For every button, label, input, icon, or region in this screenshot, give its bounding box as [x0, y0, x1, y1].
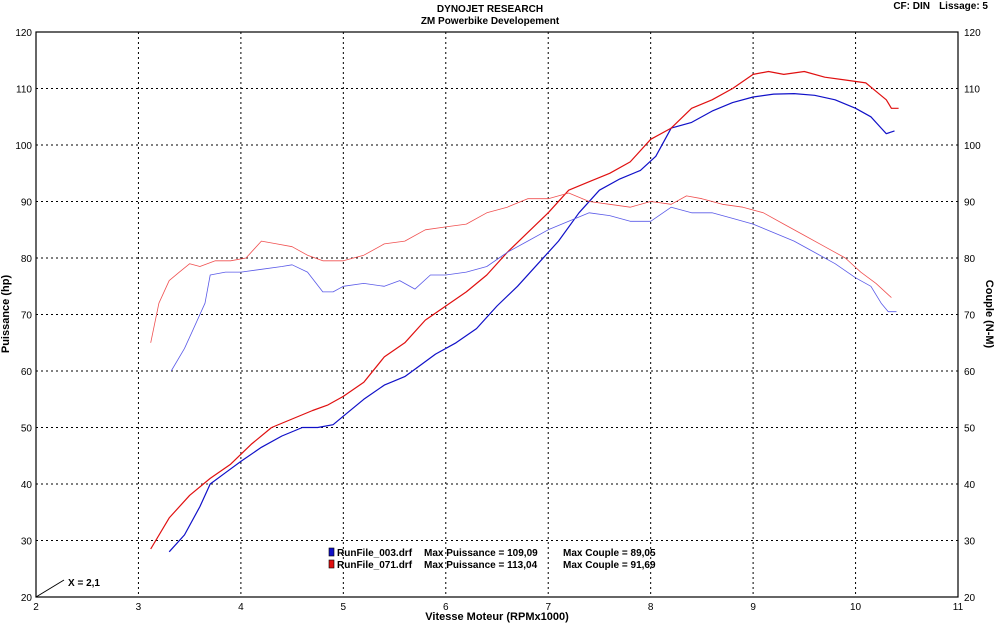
y-tick-label-right: 40 — [964, 480, 976, 491]
x-tick-label: 7 — [545, 602, 551, 613]
y-tick-label-right: 110 — [964, 85, 980, 96]
series-layer — [150, 70, 899, 553]
y-tick-label-left: 30 — [21, 537, 33, 548]
legend-puissance-runfile-071: Max Puissance = 113,04 — [424, 560, 538, 571]
legend-puissance-runfile-003: Max Puissance = 109,09 — [424, 548, 538, 559]
grid-layer — [36, 32, 958, 597]
x-axis-title: Vitesse Moteur (RPMx1000) — [425, 611, 569, 623]
y-tick-label-left: 100 — [15, 141, 32, 152]
x-marker-label: X = 2,1 — [68, 578, 100, 589]
y-tick-label-right: 30 — [964, 537, 976, 548]
y-tick-label-left: 110 — [16, 85, 32, 96]
x-tick-label: 5 — [341, 602, 347, 613]
x-tick-label: 10 — [850, 602, 862, 613]
x-tick-label: 3 — [136, 602, 142, 613]
y-tick-label-right: 120 — [964, 28, 981, 39]
y-tick-label-left: 90 — [21, 198, 33, 209]
y-tick-label-right: 60 — [964, 367, 976, 378]
x-tick-label: 9 — [750, 602, 756, 613]
chart-subtitle: ZM Powerbike Developement — [421, 16, 560, 27]
y-tick-label-right: 70 — [964, 311, 976, 322]
legend-swatch-runfile-003 — [328, 547, 335, 557]
y-axis-title-left: Puissance (hp) — [0, 275, 12, 354]
plot-frame — [35, 31, 959, 598]
couple-line-runfile-003-drf — [170, 206, 897, 372]
y-tick-label-right: 80 — [964, 254, 976, 265]
y-tick-label-left: 40 — [21, 480, 33, 491]
puissance-line-runfile-003-drf — [168, 93, 895, 553]
x-tick-label: 8 — [648, 602, 654, 613]
x-tick-label: 6 — [443, 602, 449, 613]
y-tick-label-right: 100 — [964, 141, 981, 152]
legend-couple-runfile-071: Max Couple = 91,69 — [563, 560, 656, 571]
x-tick-label: 2 — [33, 602, 39, 613]
couple-line-runfile-071-drf — [150, 192, 892, 343]
x-tick-label: 11 — [953, 602, 964, 613]
y-tick-label-right: 50 — [964, 424, 976, 435]
lissage-label: Lissage: 5 — [939, 1, 988, 12]
legend-couple-runfile-003: Max Couple = 89,05 — [563, 548, 656, 559]
legend-swatch-runfile-071 — [328, 559, 335, 569]
y-tick-label-right: 90 — [964, 198, 976, 209]
y-tick-label-left: 50 — [21, 424, 33, 435]
y-tick-label-left: 60 — [21, 367, 33, 378]
chart-title: DYNOJET RESEARCH — [437, 4, 543, 15]
puissance-line-runfile-071-drf — [150, 70, 899, 550]
cf-label: CF: DIN — [893, 1, 930, 12]
y-tick-label-left: 70 — [21, 311, 33, 322]
y-axis-title-right: Couple (N-M) — [983, 280, 995, 349]
y-tick-label-left: 80 — [21, 254, 33, 265]
y-tick-label-left: 120 — [15, 28, 32, 39]
legend-file-runfile-003: RunFile_003.drf — [337, 548, 413, 559]
x-tick-label: 4 — [238, 602, 244, 613]
legend-file-runfile-071: RunFile_071.drf — [337, 560, 413, 571]
y-tick-label-right: 20 — [964, 593, 976, 604]
x-marker-line — [35, 579, 65, 598]
y-tick-label-left: 20 — [21, 593, 33, 604]
legend: RunFile_003.drf Max Puissance = 109,09 M… — [328, 547, 656, 571]
